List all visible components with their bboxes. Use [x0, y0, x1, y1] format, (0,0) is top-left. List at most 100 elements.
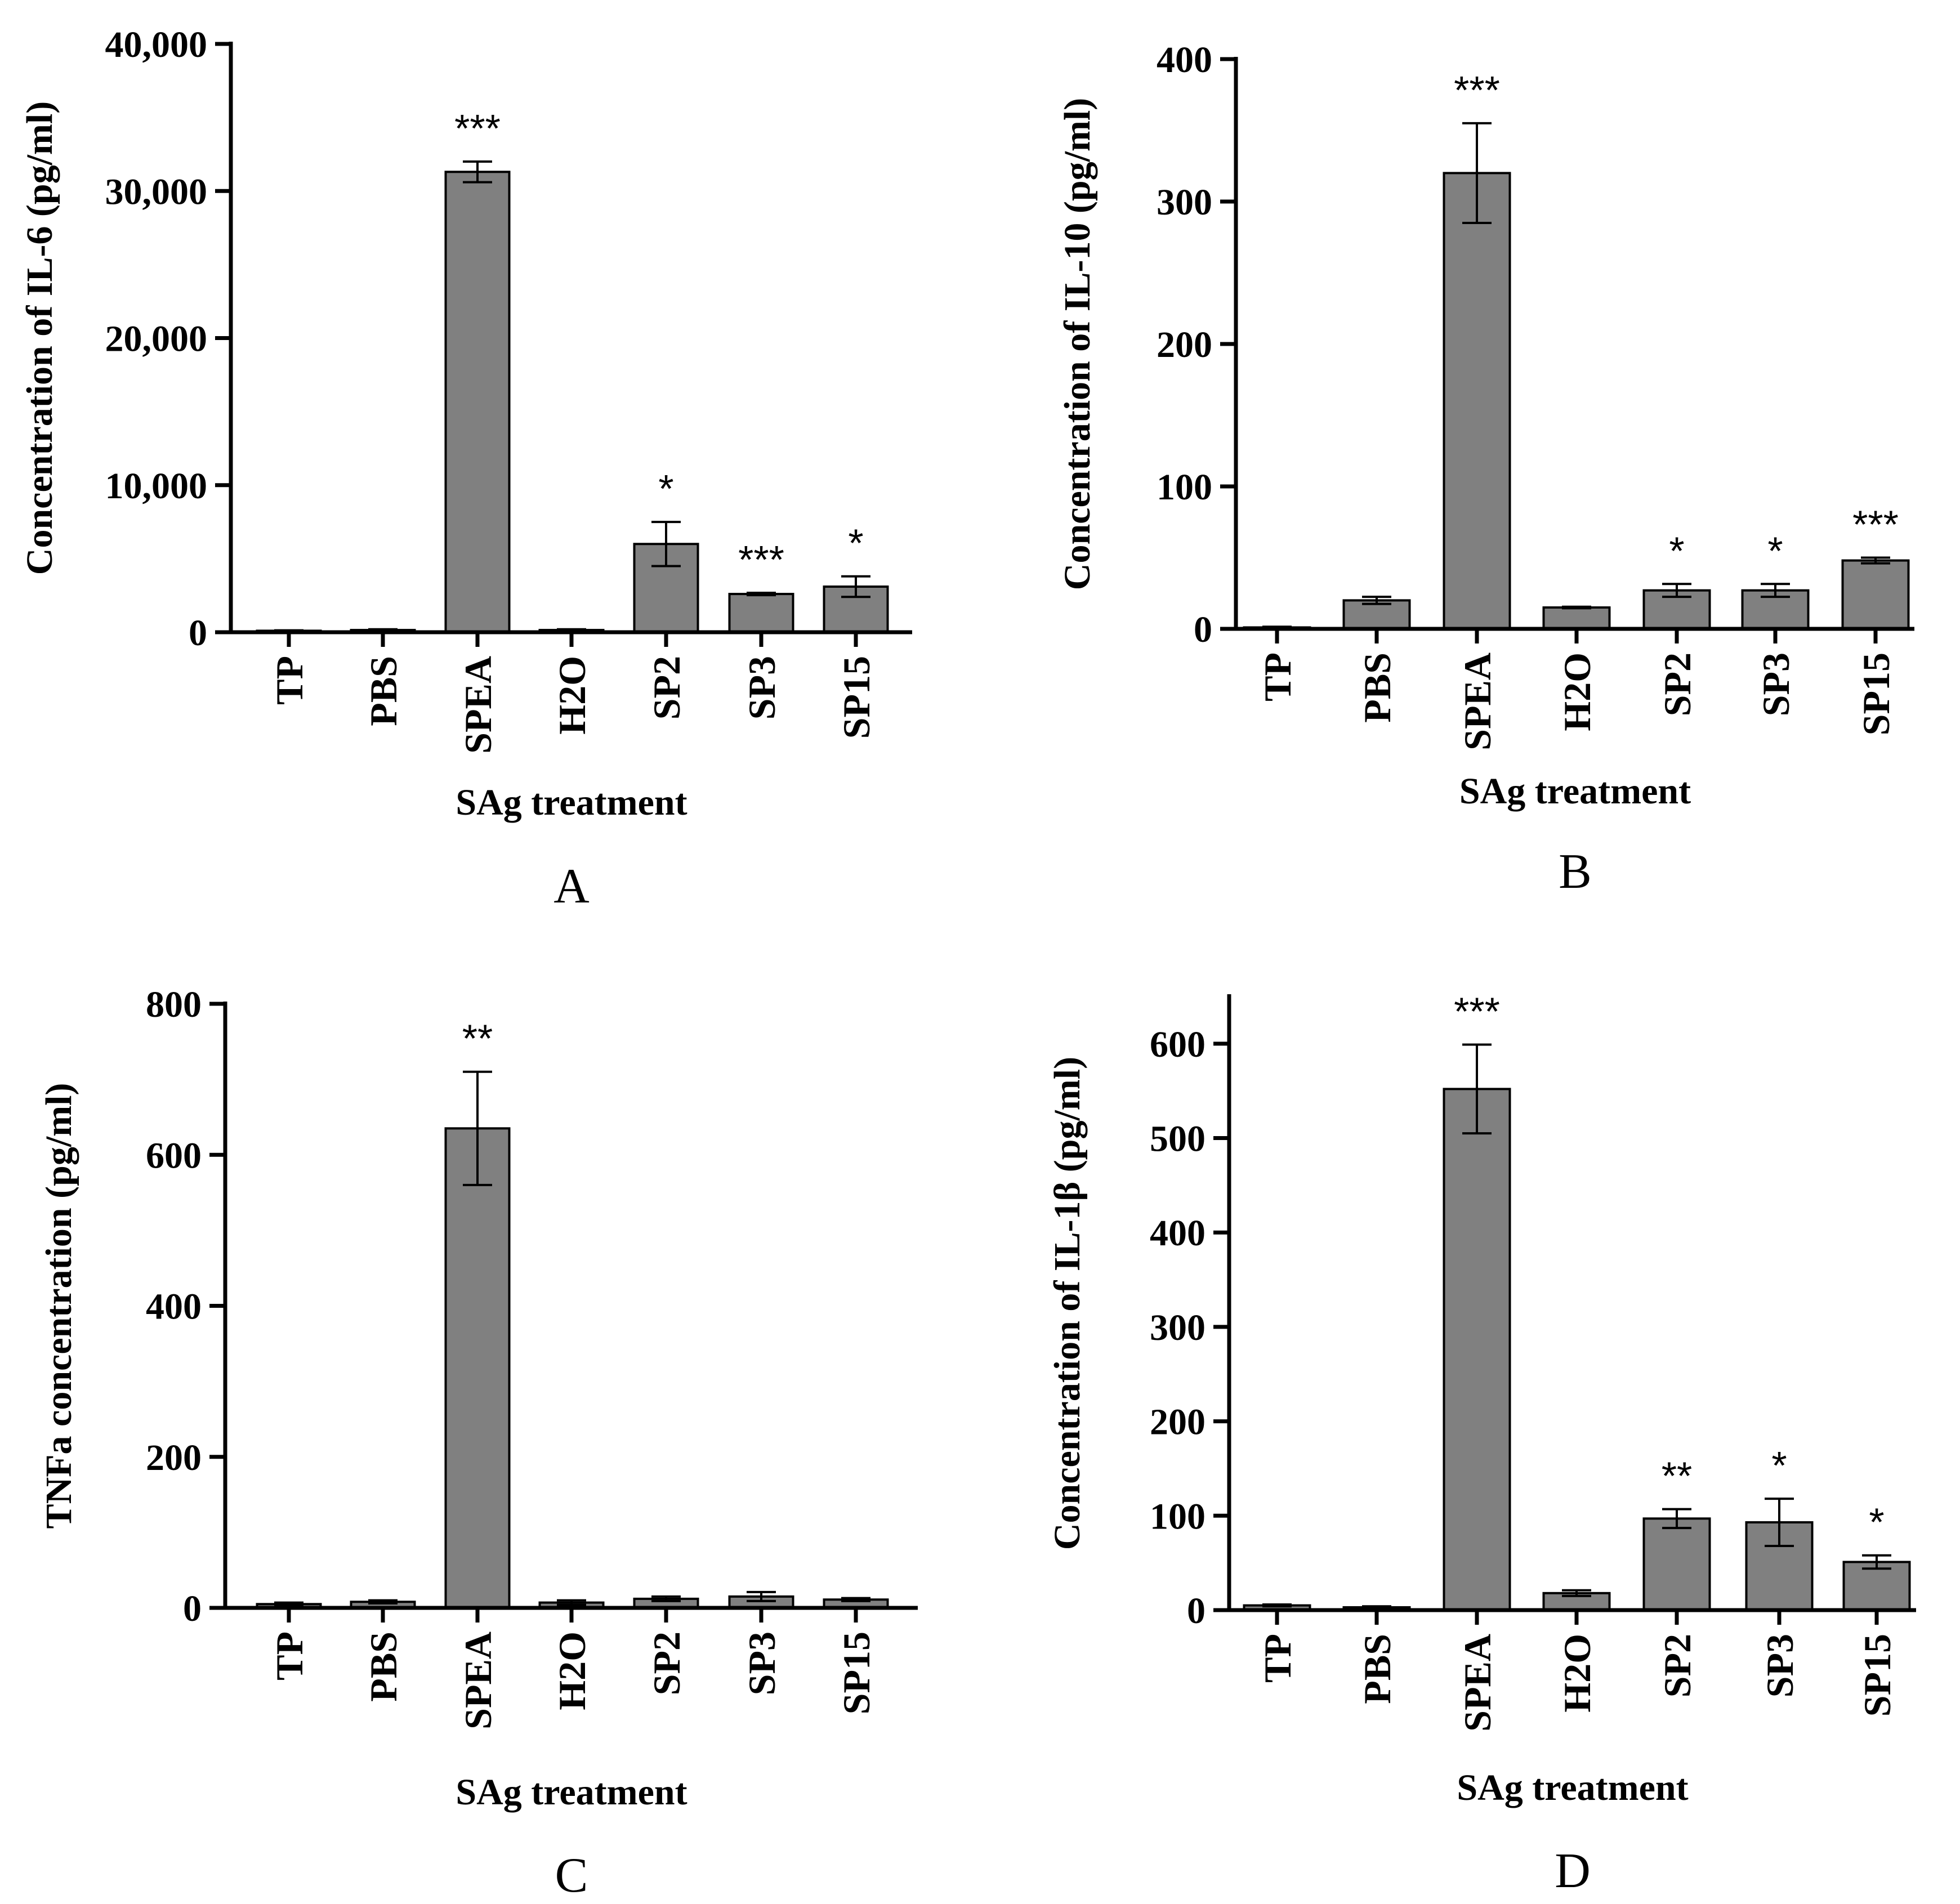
category-label-sp2: SP2	[1656, 652, 1699, 716]
bar-h2o	[1542, 606, 1611, 631]
category-label-h2o: H2O	[1556, 1634, 1599, 1713]
error-bar-sp2	[1662, 583, 1691, 598]
error-bar-sp3	[747, 591, 776, 597]
bar-sp2	[1642, 1517, 1711, 1611]
error-bar-sp15	[1862, 1554, 1891, 1570]
category-label-sp3: SP3	[1754, 652, 1797, 716]
y-tick-label: 200	[146, 1437, 202, 1478]
category-label-sp15: SP15	[1855, 652, 1898, 735]
x-axis-title: SAg treatment	[456, 782, 687, 823]
x-axis-title: SAg treatment	[456, 1772, 687, 1813]
y-tick-label: 0	[183, 1588, 202, 1629]
error-bar-spea	[463, 160, 492, 184]
category-label-pbs: PBS	[362, 656, 405, 726]
panel-letter: C	[555, 1848, 588, 1903]
significance-sp3: *	[1771, 1443, 1787, 1487]
error-bar-sp3	[747, 1590, 776, 1602]
error-bar-tp	[274, 1601, 303, 1607]
significance-spea: **	[462, 1017, 493, 1061]
y-axis-title: Concentration of IL-6 (pg/ml)	[19, 101, 60, 575]
y-tick-label: 0	[1187, 1590, 1206, 1632]
category-label-sp3: SP3	[1758, 1634, 1801, 1697]
category-label-h2o: H2O	[1556, 652, 1599, 731]
y-tick-label: 500	[1150, 1119, 1206, 1160]
significance-spea: ***	[454, 106, 501, 150]
y-tick-label: 10,000	[105, 466, 208, 507]
significance-sp2: *	[658, 467, 673, 511]
error-bar-sp15	[1861, 556, 1890, 565]
error-bar-pbs	[1362, 596, 1391, 605]
category-label-sp2: SP2	[645, 656, 688, 719]
y-tick-label: 300	[1157, 182, 1212, 223]
y-tick-label: 600	[146, 1135, 202, 1176]
error-bar-h2o	[1562, 1589, 1591, 1597]
category-label-h2o: H2O	[551, 656, 593, 735]
bar-sp15	[1842, 1561, 1911, 1611]
category-label-sp2: SP2	[1656, 1634, 1699, 1697]
significance-sp3: ***	[738, 538, 784, 582]
error-bar-spea	[1462, 122, 1492, 224]
y-tick-label: 300	[1150, 1307, 1206, 1348]
error-bar-pbs	[368, 1599, 398, 1604]
y-tick-label: 400	[1150, 1213, 1206, 1254]
y-tick-label: 400	[1157, 39, 1212, 81]
y-tick-label: 40,000	[105, 24, 208, 65]
category-label-sp3: SP3	[740, 656, 783, 719]
error-bar-sp15	[841, 1597, 870, 1602]
error-bar-sp2	[651, 521, 681, 567]
y-tick-label: 30,000	[105, 171, 208, 212]
category-label-spea: SPEA	[457, 1632, 499, 1729]
error-bar-pbs	[1362, 1605, 1391, 1610]
category-label-spea: SPEA	[1456, 652, 1499, 750]
category-label-h2o: H2O	[551, 1632, 593, 1710]
panel-letter: A	[553, 859, 590, 914]
significance-sp2: **	[1662, 1454, 1692, 1498]
significance-spea: ***	[1454, 68, 1500, 112]
category-label-sp15: SP15	[835, 1632, 878, 1714]
y-tick-label: 0	[1194, 609, 1212, 650]
error-bar-spea	[463, 1070, 492, 1186]
y-tick-label: 200	[1157, 324, 1212, 365]
error-bar-h2o	[1562, 605, 1591, 610]
category-label-sp2: SP2	[645, 1632, 688, 1695]
y-tick-label: 100	[1157, 467, 1212, 508]
category-label-sp15: SP15	[835, 656, 878, 739]
category-label-tp: TP	[1256, 652, 1299, 701]
bar-spea	[1443, 1088, 1511, 1612]
y-tick-label: 0	[189, 613, 207, 654]
error-bar-sp2	[651, 1595, 681, 1602]
error-bar-sp3	[1761, 583, 1790, 598]
category-label-sp15: SP15	[1856, 1634, 1899, 1717]
significance-sp2: *	[1669, 529, 1684, 573]
category-label-pbs: PBS	[362, 1632, 405, 1702]
x-axis-title: SAg treatment	[1459, 771, 1691, 812]
category-label-sp3: SP3	[740, 1632, 783, 1695]
error-bar-h2o	[557, 1599, 586, 1606]
y-tick-label: 20,000	[105, 319, 208, 360]
y-tick-label: 800	[146, 984, 202, 1025]
category-label-spea: SPEA	[457, 656, 499, 754]
bar-spea	[444, 1127, 511, 1609]
panel-c: ** 0 200 400 600 800 TP PBS SPEA H2O SP2 SP3 SP15 SAg…	[38, 984, 918, 1903]
panel-letter: B	[1559, 844, 1592, 899]
error-bar-spea	[1462, 1043, 1492, 1135]
category-label-tp: TP	[268, 656, 311, 705]
significance-sp3: *	[1767, 529, 1783, 573]
error-bar-sp2	[1662, 1508, 1691, 1530]
y-axis-title: TNFa concentration (pg/ml)	[38, 1083, 79, 1529]
category-label-tp: TP	[1256, 1634, 1299, 1683]
significance-sp15: *	[1869, 1500, 1884, 1544]
significance-spea: ***	[1454, 990, 1500, 1034]
significance-sp15: ***	[1852, 503, 1899, 547]
significance-sp15: *	[848, 521, 863, 565]
bar-sp3	[728, 593, 794, 633]
y-tick-label: 100	[1150, 1496, 1206, 1537]
category-label-spea: SPEA	[1456, 1634, 1499, 1732]
error-bar-tp	[1262, 1603, 1292, 1608]
category-label-pbs: PBS	[1356, 652, 1399, 723]
x-axis-title: SAg treatment	[1457, 1767, 1688, 1808]
y-tick-label: 200	[1150, 1402, 1206, 1443]
